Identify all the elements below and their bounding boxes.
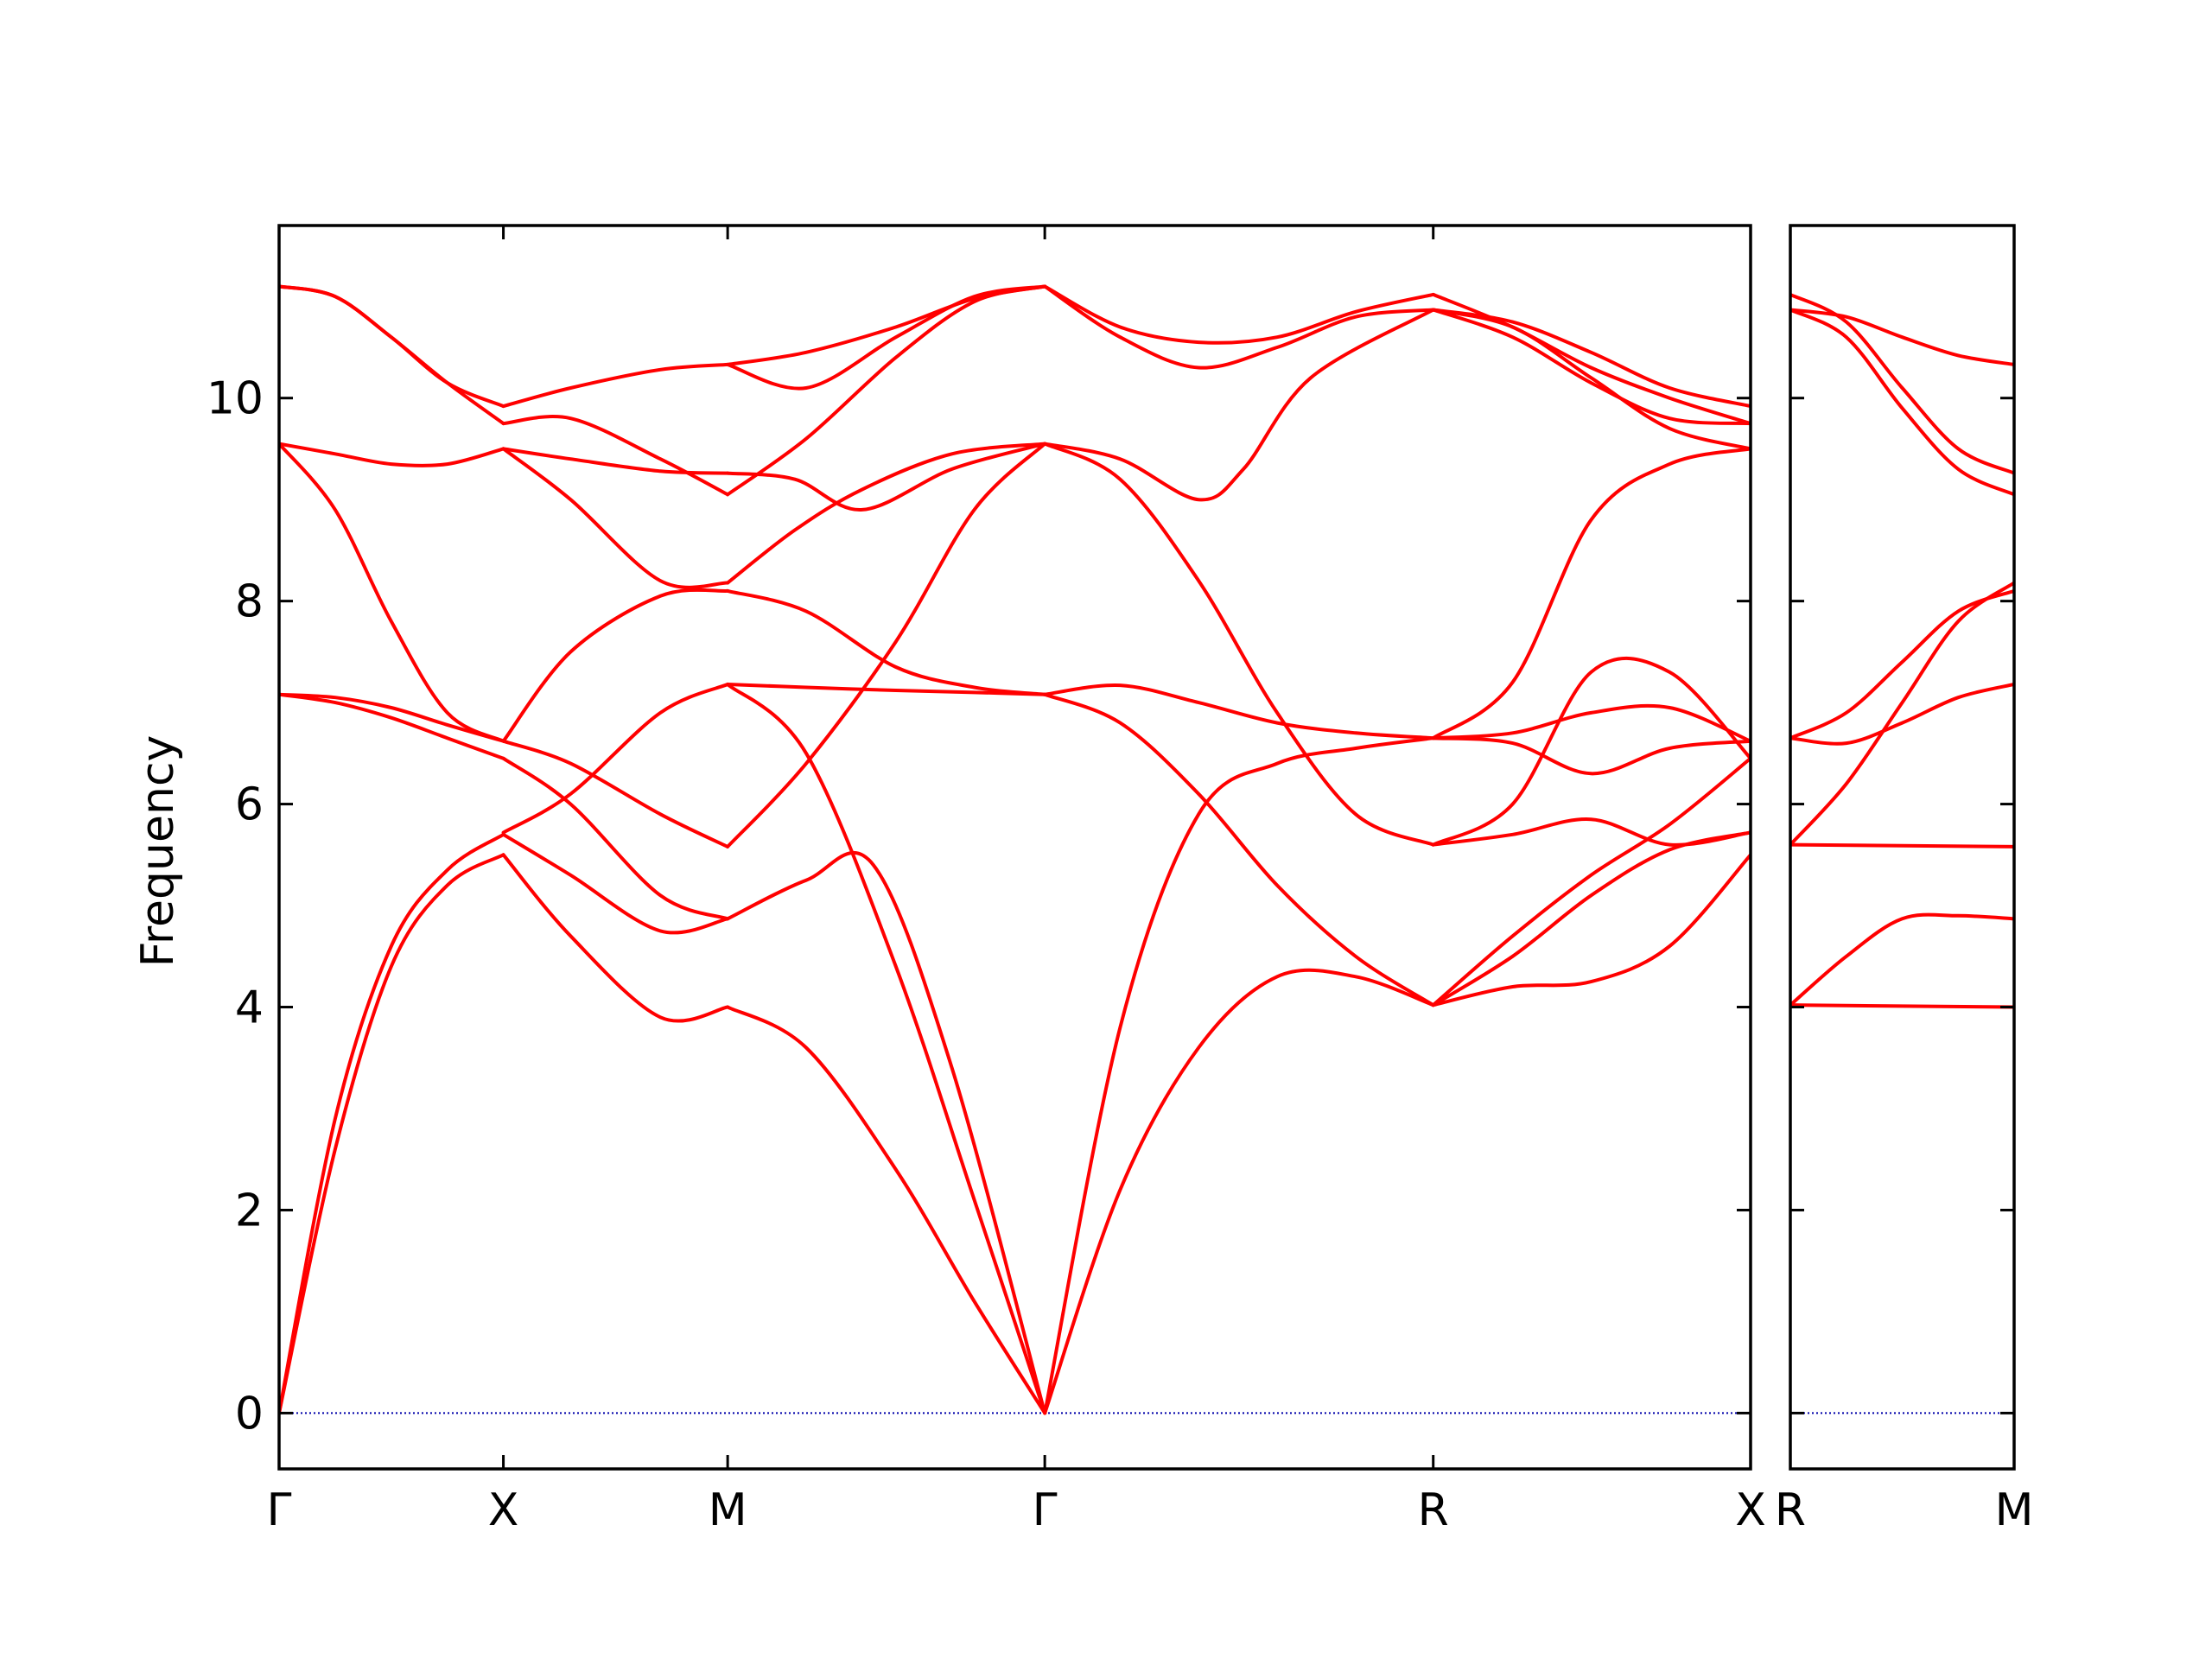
- phonon-band-44: [1431, 703, 1751, 743]
- phonon-band-38: [1431, 853, 1751, 1007]
- phonon-band-23: [726, 588, 1047, 696]
- phonon-band-25: [726, 442, 1047, 585]
- y-tick-label: 10: [207, 373, 264, 425]
- y-tick-label: 0: [235, 1388, 264, 1440]
- phonon-band-29: [726, 284, 1047, 366]
- phonon-band-2: [279, 832, 505, 1415]
- phonon-band-19: [726, 1005, 1047, 1415]
- bands-group: [279, 284, 1751, 1415]
- phonon-band-4: [1790, 581, 2014, 847]
- x-tick-label: R: [1775, 1484, 1806, 1536]
- phonon-band-13: [501, 739, 730, 849]
- phonon-band-7: [1790, 308, 2014, 497]
- phonon-band-24: [726, 683, 1047, 696]
- x-tick-label: X: [488, 1484, 519, 1536]
- phonon-band-31: [1043, 968, 1435, 1415]
- phonon-band-22: [726, 442, 1047, 849]
- bands-group: [1790, 292, 2014, 1009]
- phonon-band-41: [1431, 817, 1751, 847]
- phonon-band-6: [279, 442, 505, 467]
- phonon-band-37: [1043, 284, 1435, 370]
- phonon-band-26: [726, 442, 1047, 512]
- phonon-band-34: [1043, 442, 1435, 847]
- phonon-band-15: [501, 447, 730, 589]
- phonon-band-5: [279, 442, 505, 743]
- x-tick-label: R: [1418, 1484, 1449, 1536]
- phonon-band-2: [1790, 912, 2014, 1007]
- phonon-band-18: [501, 362, 730, 409]
- panel-1: 0 2 4 6 8 10 Γ X M Γ R X: [207, 224, 1766, 1536]
- phonon-band-43: [1431, 736, 1751, 776]
- phonon-band-4: [279, 692, 505, 743]
- phonon-band-28: [726, 284, 1047, 391]
- phonon-band-12: [501, 756, 730, 921]
- phonon-band-14: [501, 588, 730, 743]
- phonon-band-45: [1431, 447, 1751, 741]
- x-tick-label: X: [1735, 1484, 1766, 1536]
- phonon-band-11: [501, 683, 730, 835]
- x-tick-label: M: [709, 1484, 747, 1536]
- x-tick-label: M: [1995, 1484, 2034, 1536]
- phonon-band-39: [1431, 830, 1751, 1007]
- phonon-band-8: [279, 284, 505, 409]
- panel-frame: [1789, 224, 2016, 1471]
- phonon-band-6: [1790, 588, 2014, 741]
- panel-frame: [277, 224, 1752, 1471]
- phonon-band-40: [1431, 756, 1751, 1007]
- phonon-band-8: [1790, 292, 2014, 475]
- phonon-band-27: [726, 284, 1047, 497]
- phonon-band-5: [1790, 683, 2014, 746]
- phonon-band-3: [279, 692, 505, 760]
- phonon-band-30: [1043, 736, 1435, 1415]
- phonon-band-9: [501, 853, 730, 1023]
- phonon-band-36: [1043, 284, 1435, 345]
- phonon-band-33: [1043, 683, 1435, 741]
- y-tick-label: 2: [235, 1185, 264, 1236]
- phonon-band-32: [1043, 692, 1435, 1007]
- phonon-band-35: [1043, 308, 1435, 502]
- phonon-band-16: [501, 447, 730, 475]
- phonon-band-7: [279, 284, 505, 426]
- phonon-band-9: [1790, 308, 2014, 366]
- y-tick-label: 4: [235, 982, 264, 1034]
- y-tick-label: 8: [235, 576, 264, 628]
- x-tick-label: Γ: [1033, 1484, 1058, 1536]
- y-tick-label: 6: [235, 779, 264, 831]
- y-axis-label: Frequency: [132, 735, 184, 968]
- phonon-band-47: [1431, 308, 1751, 426]
- phonon-band-46: [1431, 308, 1751, 451]
- phonon-band-17: [501, 415, 730, 497]
- phonon-band-42: [1431, 656, 1751, 847]
- phonon-band-21: [726, 851, 1047, 1415]
- phonon-band-1: [279, 853, 505, 1415]
- phonon-band-48: [1431, 292, 1751, 426]
- phonon-band-10: [501, 832, 730, 935]
- phonon-band-1: [1790, 1003, 2014, 1009]
- phonon-band-3: [1790, 842, 2014, 849]
- phonon-band-20: [726, 683, 1047, 1415]
- phonon-band-49: [1431, 308, 1751, 409]
- x-tick-label: Γ: [267, 1484, 292, 1536]
